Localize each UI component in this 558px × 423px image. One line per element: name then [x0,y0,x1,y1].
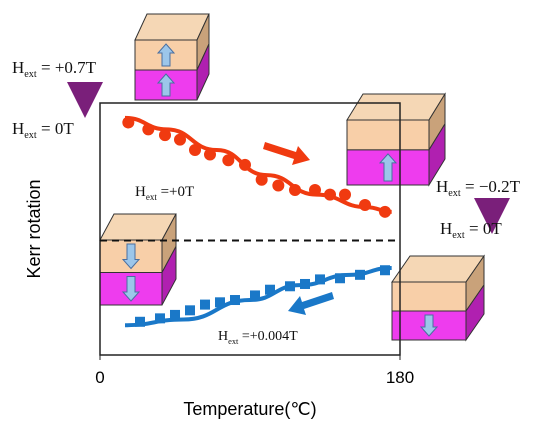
x-tick-label: 0 [95,368,104,387]
cube-top [135,14,209,40]
x-tick-label: 180 [386,368,414,387]
data-point [200,300,210,310]
cube [135,14,209,100]
x-axis-label: Temperature(℃) [183,399,316,419]
field-value: = 0T [37,119,75,138]
field-value: =+0T [157,184,194,200]
field-symbol: H [440,219,452,238]
cube [392,256,484,340]
field-value: = −0.2T [461,177,521,196]
field-annotation: Hext = −0.2T [436,177,521,199]
cube-layer-top [347,120,429,150]
cube-layer-top [392,282,466,311]
cube-top [347,94,445,120]
field-subscript: ext [146,192,157,202]
field-symbol: H [218,329,228,344]
field-annotation: Hext = 0T [12,119,74,141]
y-axis-label: Kerr rotation [24,179,44,278]
field-symbol: H [135,184,146,200]
chart: Kerr rotation Temperature(℃) 0 180 Hext = … [0,0,558,423]
field-annotation: Hext =+0T [135,184,194,202]
data-point [272,179,284,191]
field-symbol: H [12,58,24,77]
cube [100,214,176,305]
field-subscript: ext [24,130,37,141]
field-annotation: Hext =+0.004T [218,329,298,346]
field-symbol: H [436,177,448,196]
field-subscript: ext [24,69,37,80]
field-value: =+0.004T [238,329,298,344]
field-symbol: H [12,119,24,138]
trend-arrow [288,292,334,315]
field-subscript: ext [452,230,465,241]
field-subscript: ext [448,188,461,199]
cube [347,94,445,185]
field-value: = +0.7T [37,58,97,77]
field-value: = 0T [465,219,503,238]
trend-arrow [263,142,310,165]
field-annotation: Hext = 0T [440,219,502,241]
field-annotation: Hext = +0.7T [12,58,97,80]
data-point [185,305,195,315]
